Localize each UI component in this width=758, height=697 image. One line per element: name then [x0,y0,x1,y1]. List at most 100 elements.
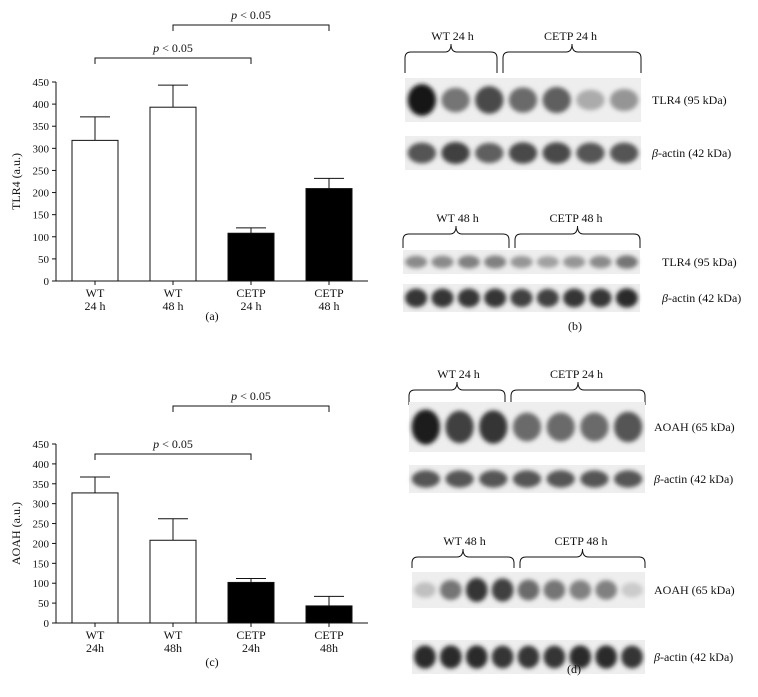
blot-band [439,579,462,601]
y-tick-label: 250 [33,165,50,177]
blot-band [543,579,566,601]
group-brace [519,548,646,568]
blot-row-label-text: -actin (42 kDa) [660,650,733,664]
blot-band [615,288,638,308]
significance-p: p [230,389,237,403]
blot-band [595,645,618,669]
blot-row-label: β-actin (42 kDa) [651,146,731,160]
blot-band [569,645,592,669]
blot-row-label-text: -actin (42 kDa) [668,291,741,305]
blot-row-label-text: TLR4 (95 kDa) [652,93,727,107]
blot-row-label-text: TLR4 (95 kDa) [662,255,737,269]
blot-band [491,578,514,602]
blot-band [621,645,643,669]
blot-band [431,288,454,308]
group-label: CETP 48 h [555,534,608,548]
group-label: WT 48 h [436,211,478,225]
blot-band [563,255,586,269]
blot-band [580,412,609,442]
blot-row-label-greek: β [653,650,660,664]
x-tick-label: CETP [314,628,344,642]
blot-band [536,256,559,268]
bar [305,188,353,282]
blot-band [510,255,533,269]
blot-band [439,645,462,669]
y-tick-label: 300 [33,499,50,511]
blot-row-label-text: -actin (42 kDa) [660,472,733,486]
bar [305,605,353,624]
significance-bracket [94,453,252,460]
blot-band [491,645,514,669]
group-brace [408,381,506,405]
blot-band [510,288,533,308]
blot-row-label: β-actin (42 kDa) [653,650,733,664]
x-tick-label: CETP [236,628,266,642]
bar-chart-1: 0 50 100 150 200 250 300 350 400 450 TLR4 (a.u.) WT… [9,8,368,323]
blot-band [457,255,480,269]
western-blot-2: WT 48 h CETP 48 h TLR4 (95 kDa) β-actin (42… [402,211,741,312]
blot-band [542,142,571,164]
blot-band [407,142,437,164]
y-tick-label: 350 [33,479,50,491]
y-tick-label: 150 [33,210,50,222]
panel-label: (c) [205,655,218,669]
x-tick-label: WT [86,286,105,300]
group-label: WT 24 h [431,29,473,43]
panel-label: (d) [567,662,581,676]
blot-band [609,88,639,112]
blot-band [457,288,480,308]
significance-p: p [152,41,159,55]
blot-row-label: AOAH (65 kDa) [654,420,735,434]
blot-band [479,470,508,488]
blot-row-label-text: -actin (42 kDa) [658,146,731,160]
y-tick-label: 200 [33,188,50,200]
blot-band [589,255,612,269]
blot-band [465,578,488,602]
blot-band [405,255,428,269]
blot-band [542,86,571,114]
blot-band [517,579,540,601]
blot-band [512,470,542,488]
blot-band [475,142,504,164]
group-label: CETP 24 h [544,29,597,43]
blot-band [407,84,437,116]
y-tick-label: 350 [33,121,50,133]
significance-value: < 0.05 [159,437,193,451]
blot-band [441,141,470,165]
x-tick-label: WT [164,286,183,300]
y-tick-label: 300 [33,143,50,155]
western-blot-3: WT 24 h CETP 24 h AOAH (65 kDa) β-actin (42… [408,367,735,493]
blot-row-label: AOAH (65 kDa) [654,583,735,597]
blot-band [484,288,507,308]
western-blot-1: WT 24 h CETP 24 h TLR4 (95 kDa) β-actin (42… [404,29,731,333]
blot-band [445,470,474,488]
significance-label: p < 0.05 [230,8,271,22]
blot-band [546,412,575,442]
blot-band [576,142,605,164]
x-tick-label: WT [86,628,105,642]
blot-band [517,645,540,669]
x-tick-label: WT [164,628,183,642]
blot-band [465,645,488,669]
blot-band [512,412,542,442]
significance-bracket [172,24,330,31]
x-tick-label: 48h [164,641,182,655]
group-brace [514,225,641,248]
panel-label: (b) [568,319,582,333]
blot-band [431,255,454,269]
y-tick-label: 250 [33,519,50,531]
blot-row-label-greek: β [651,146,658,160]
y-tick-label: 50 [38,598,50,610]
blot-band [508,142,538,164]
panel-label: (a) [205,309,218,323]
blot-row-label-text: AOAH (65 kDa) [654,420,735,434]
x-tick-label: CETP [236,286,266,300]
y-tick-label: 400 [33,459,50,471]
blot-row-label: TLR4 (95 kDa) [662,255,737,269]
blot-band [613,411,643,443]
group-brace [502,43,642,73]
blot-band [615,255,638,269]
y-tick-label: 400 [33,99,50,111]
blot-band [484,255,507,269]
blot-band [569,580,592,600]
